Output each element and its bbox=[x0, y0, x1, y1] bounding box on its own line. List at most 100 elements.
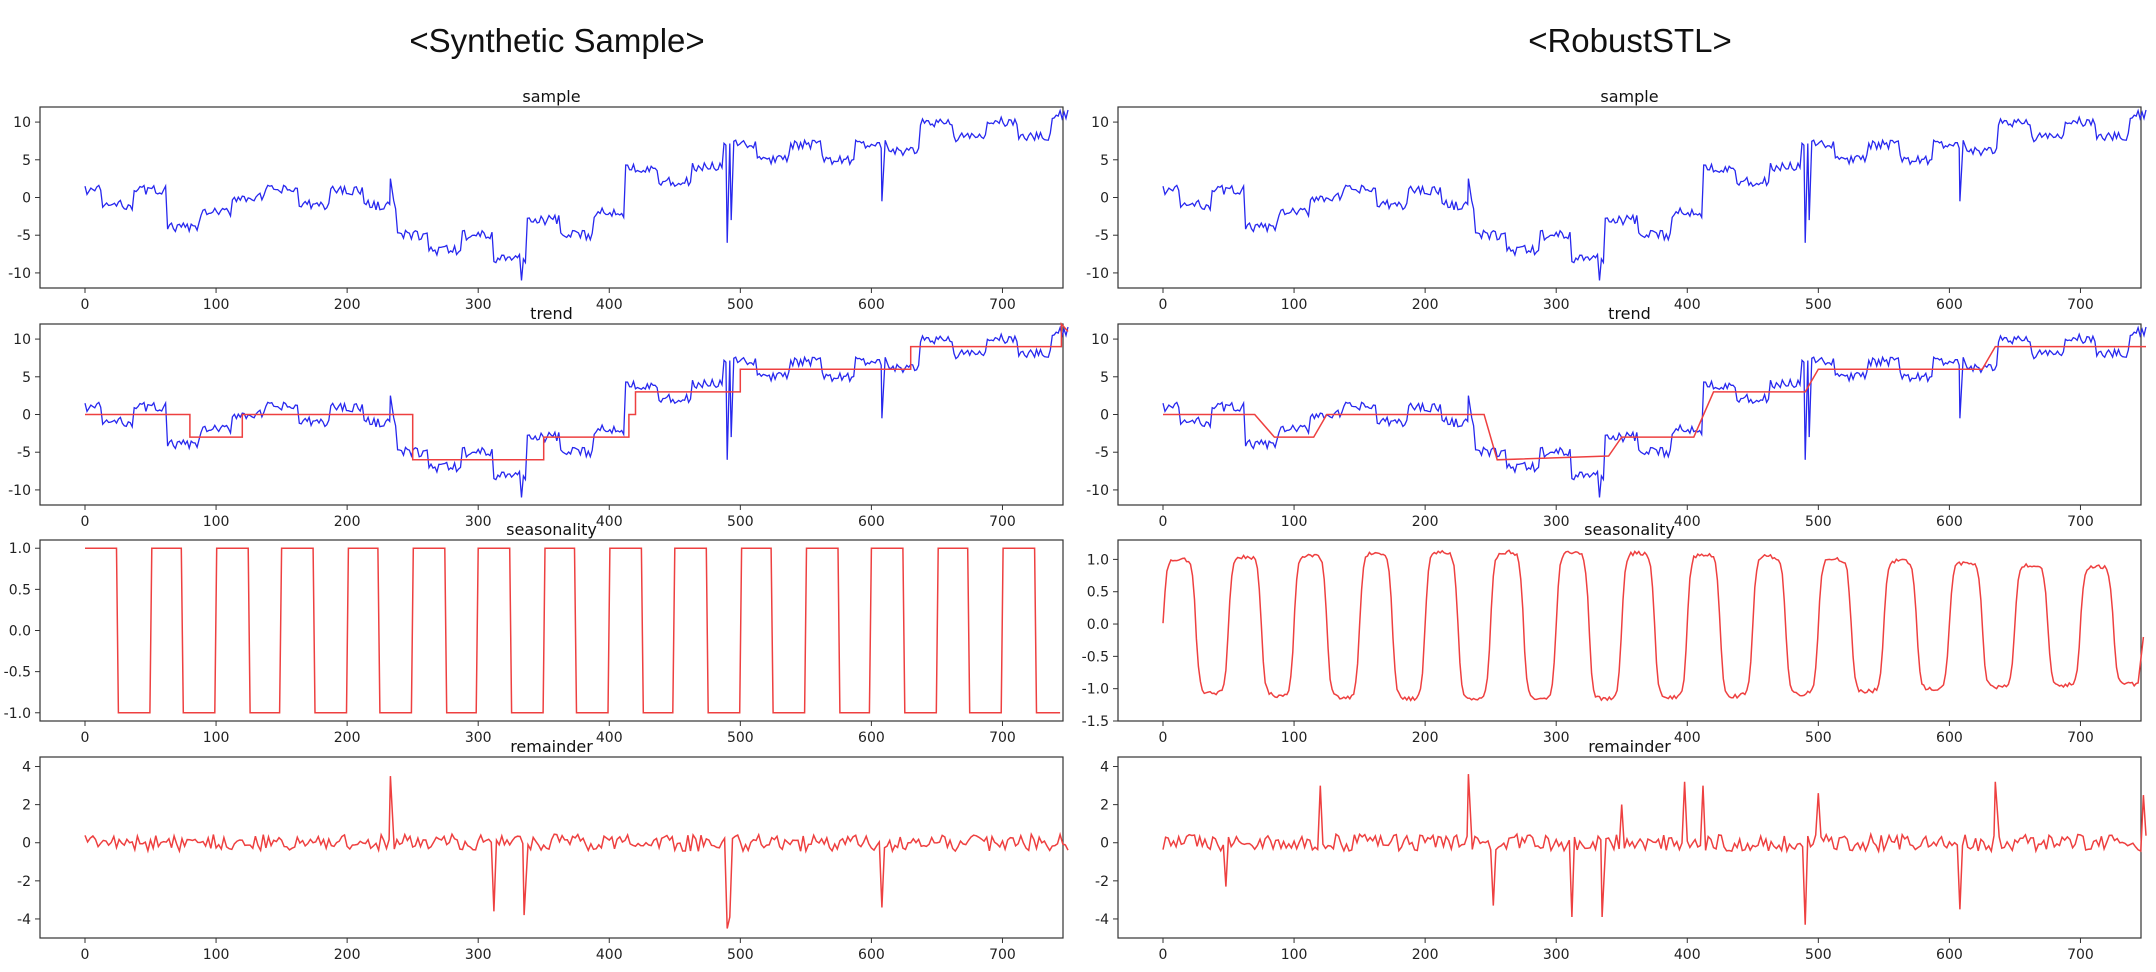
x-tick-label: 100 bbox=[203, 730, 230, 746]
y-tick-label: 0 bbox=[22, 836, 31, 852]
plot-frame bbox=[39, 106, 1064, 289]
y-tick-label: 0 bbox=[22, 408, 31, 424]
x-tick-label: 300 bbox=[465, 947, 492, 963]
y-tick-label: 4 bbox=[22, 760, 31, 776]
x-tick-label: 200 bbox=[1412, 514, 1439, 530]
y-tick-label: 10 bbox=[13, 332, 31, 348]
x-tick-label: 100 bbox=[1281, 514, 1308, 530]
panel-title: seasonality bbox=[1584, 520, 1675, 539]
series-line-sample bbox=[1162, 325, 2147, 498]
y-tick-label: -5 bbox=[1095, 445, 1109, 461]
series-line-remainder bbox=[84, 776, 1069, 929]
x-tick-label: 100 bbox=[203, 297, 230, 313]
x-tick-label: 300 bbox=[465, 730, 492, 746]
y-tick-label: 1.0 bbox=[1087, 552, 1109, 568]
y-tick-label: 0 bbox=[1100, 191, 1109, 207]
y-tick-label: 10 bbox=[1091, 332, 1109, 348]
x-tick-label: 200 bbox=[334, 947, 361, 963]
x-tick-label: 500 bbox=[727, 297, 754, 313]
x-tick-label: 400 bbox=[1674, 514, 1701, 530]
series-line-trend bbox=[85, 322, 1069, 461]
x-tick-label: 300 bbox=[1543, 730, 1570, 746]
x-tick-label: 200 bbox=[334, 730, 361, 746]
plot-frame bbox=[1117, 323, 2142, 506]
x-tick-label: 100 bbox=[1281, 297, 1308, 313]
y-tick-label: 0.0 bbox=[1087, 617, 1109, 633]
panel-title: sample bbox=[1600, 87, 1658, 106]
x-tick-label: 500 bbox=[1805, 730, 1832, 746]
y-tick-label: 0.5 bbox=[9, 582, 31, 598]
y-tick-label: -4 bbox=[1095, 912, 1109, 928]
chart-panel-left-seasonality: seasonality 0 100 200 300 400 500 600 700 1.0 0.5 0… bbox=[4, 520, 1064, 746]
x-tick-label: 500 bbox=[727, 730, 754, 746]
x-tick-label: 300 bbox=[465, 297, 492, 313]
x-tick-label: 600 bbox=[858, 947, 885, 963]
y-tick-label: -2 bbox=[1095, 874, 1109, 890]
y-tick-label: 2 bbox=[1100, 798, 1109, 814]
x-tick-label: 600 bbox=[1936, 730, 1963, 746]
x-tick-label: 400 bbox=[1674, 947, 1701, 963]
series-line-sample bbox=[1162, 108, 2147, 281]
series-line-seasonality bbox=[1162, 549, 2145, 702]
x-tick-label: 700 bbox=[2067, 730, 2094, 746]
y-tick-label: 10 bbox=[1091, 115, 1109, 131]
x-tick-label: 700 bbox=[2067, 297, 2094, 313]
y-tick-label: -10 bbox=[8, 266, 31, 282]
x-tick-label: 0 bbox=[81, 514, 90, 530]
x-tick-label: 100 bbox=[203, 947, 230, 963]
chart-panel-left-trend: trend 0 100 200 300 400 500 600 700 10 5 0 -5 -10 bbox=[8, 304, 1069, 530]
x-tick-label: 0 bbox=[1159, 297, 1168, 313]
y-tick-label: 5 bbox=[1100, 153, 1109, 169]
x-tick-label: 0 bbox=[1159, 947, 1168, 963]
x-tick-label: 500 bbox=[1805, 514, 1832, 530]
x-tick-label: 700 bbox=[989, 297, 1016, 313]
x-tick-label: 200 bbox=[1412, 297, 1439, 313]
x-tick-label: 300 bbox=[1543, 947, 1570, 963]
plot-frame bbox=[39, 756, 1064, 939]
chart-panel-left-remainder: remainder 0 100 200 300 400 500 600 700 4 2 0 -2 -4 bbox=[17, 737, 1069, 963]
y-tick-label: -0.5 bbox=[4, 665, 31, 681]
x-tick-label: 400 bbox=[596, 730, 623, 746]
y-tick-label: -1.0 bbox=[4, 706, 31, 722]
x-tick-label: 600 bbox=[858, 514, 885, 530]
chart-panel-right-remainder: remainder 0 100 200 300 400 500 600 700 4 2 0 -2 -4 bbox=[1095, 737, 2147, 963]
panel-title: seasonality bbox=[506, 520, 597, 539]
series-line-remainder bbox=[1162, 774, 2147, 925]
y-tick-label: -5 bbox=[1095, 228, 1109, 244]
y-tick-label: -1.5 bbox=[1082, 714, 1109, 730]
panel-title: remainder bbox=[510, 737, 593, 756]
x-tick-label: 400 bbox=[596, 947, 623, 963]
x-tick-label: 600 bbox=[1936, 297, 1963, 313]
x-tick-label: 700 bbox=[989, 730, 1016, 746]
chart-panel-right-seasonality: seasonality 0 100 200 300 400 500 600 700 1.0 0.5 0… bbox=[1082, 520, 2145, 746]
x-tick-label: 600 bbox=[858, 297, 885, 313]
y-tick-label: -1.0 bbox=[1082, 682, 1109, 698]
panel-title: trend bbox=[530, 304, 573, 323]
series-line-sample bbox=[84, 108, 1069, 281]
chart-panel-left-sample: sample 0 100 200 300 400 500 600 700 10 5 0 -5 -10 bbox=[8, 87, 1069, 313]
x-tick-label: 0 bbox=[81, 730, 90, 746]
y-tick-label: -10 bbox=[1086, 483, 1109, 499]
y-tick-label: 0.5 bbox=[1087, 585, 1109, 601]
plot-frame bbox=[39, 539, 1064, 722]
y-tick-label: 0.0 bbox=[9, 624, 31, 640]
x-tick-label: 700 bbox=[2067, 514, 2094, 530]
x-tick-label: 0 bbox=[1159, 730, 1168, 746]
y-tick-label: -4 bbox=[17, 912, 31, 928]
x-tick-label: 400 bbox=[596, 514, 623, 530]
plot-frame bbox=[1117, 106, 2142, 289]
x-tick-label: 300 bbox=[1543, 514, 1570, 530]
y-tick-label: 0 bbox=[1100, 836, 1109, 852]
x-tick-label: 300 bbox=[465, 514, 492, 530]
panel-title: remainder bbox=[1588, 737, 1671, 756]
x-tick-label: 0 bbox=[1159, 514, 1168, 530]
series-line-seasonality bbox=[85, 547, 1061, 714]
left-figure-title: <Synthetic Sample> bbox=[409, 22, 705, 59]
x-tick-label: 400 bbox=[1674, 297, 1701, 313]
x-tick-label: 600 bbox=[1936, 947, 1963, 963]
y-tick-label: -5 bbox=[17, 445, 31, 461]
x-tick-label: 500 bbox=[1805, 297, 1832, 313]
x-tick-label: 400 bbox=[1674, 730, 1701, 746]
x-tick-label: 500 bbox=[727, 947, 754, 963]
